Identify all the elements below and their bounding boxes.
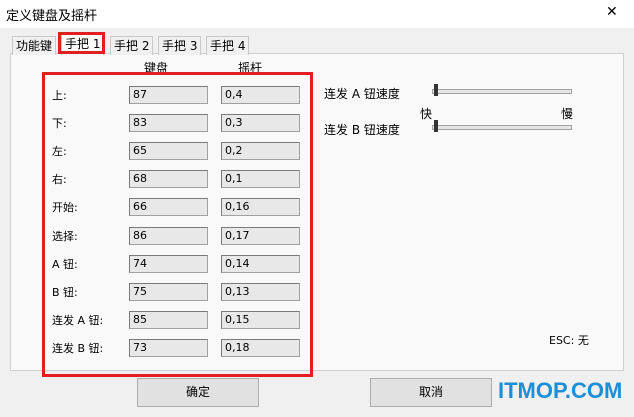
column-header: 键盘 xyxy=(144,61,169,75)
slider[interactable] xyxy=(432,89,572,94)
tab[interactable]: 手把 4 xyxy=(206,36,250,55)
esc-label: ESC: 无 xyxy=(549,334,589,347)
joystick-field[interactable]: 0,4 xyxy=(221,86,300,104)
row-label: 连发 B 钮: xyxy=(52,341,104,355)
column-header: 摇杆 xyxy=(238,61,263,75)
slider-max-label: 慢 xyxy=(561,107,574,121)
keyboard-field[interactable]: 75 xyxy=(129,282,208,301)
slider-min-label: 快 xyxy=(420,107,433,121)
row-label: 开始: xyxy=(52,201,78,215)
keyboard-field[interactable]: 68 xyxy=(129,170,208,189)
cancel-button[interactable]: 取消 xyxy=(370,378,492,407)
tab[interactable]: 手把 1 xyxy=(61,34,105,55)
title-bar xyxy=(0,0,634,28)
tab[interactable]: 功能键 xyxy=(12,36,57,55)
tab[interactable]: 手把 3 xyxy=(158,36,202,55)
joystick-field[interactable]: 0,16 xyxy=(221,198,300,217)
watermark: ITMOP.COM xyxy=(498,378,623,403)
joystick-field[interactable]: 0,17 xyxy=(221,226,300,245)
row-label: 选择: xyxy=(52,229,78,243)
window-title: 定义键盘及摇杆 xyxy=(6,9,98,24)
highlight xyxy=(42,72,313,377)
joystick-field[interactable]: 0,1 xyxy=(221,170,300,189)
joystick-field[interactable]: 0,13 xyxy=(221,282,300,301)
keyboard-field[interactable]: 73 xyxy=(129,338,208,357)
row-label: 上: xyxy=(52,89,67,102)
keyboard-field[interactable]: 74 xyxy=(129,254,208,273)
keyboard-field[interactable]: 83 xyxy=(129,114,208,133)
ok-button[interactable]: 确定 xyxy=(137,378,259,407)
highlight xyxy=(58,32,105,54)
joystick-field[interactable]: 0,14 xyxy=(221,254,300,273)
close-button[interactable]: ✕ xyxy=(606,4,618,20)
slider-thumb[interactable] xyxy=(434,84,438,96)
row-label: 右: xyxy=(52,173,67,187)
keyboard-field[interactable]: 87 xyxy=(129,86,208,104)
slider-label: 连发 B 钮速度 xyxy=(324,123,400,137)
row-label: 连发 A 钮: xyxy=(52,313,104,327)
slider-label: 连发 A 钮速度 xyxy=(324,87,400,101)
joystick-field[interactable]: 0,2 xyxy=(221,142,300,161)
joystick-field[interactable]: 0,18 xyxy=(221,338,300,357)
joystick-field[interactable]: 0,3 xyxy=(221,114,300,133)
keyboard-field[interactable]: 65 xyxy=(129,142,208,161)
keyboard-field[interactable]: 85 xyxy=(129,310,208,329)
tab[interactable]: 手把 2 xyxy=(110,36,154,55)
keyboard-field[interactable]: 66 xyxy=(129,198,208,217)
keyboard-field[interactable]: 86 xyxy=(129,226,208,245)
slider[interactable] xyxy=(432,125,572,130)
tab-panel xyxy=(10,53,624,371)
row-label: A 钮: xyxy=(52,257,78,271)
slider-thumb[interactable] xyxy=(434,120,438,132)
row-label: B 钮: xyxy=(52,285,78,299)
row-label: 下: xyxy=(52,117,67,131)
row-label: 左: xyxy=(52,145,67,159)
joystick-field[interactable]: 0,15 xyxy=(221,310,300,329)
